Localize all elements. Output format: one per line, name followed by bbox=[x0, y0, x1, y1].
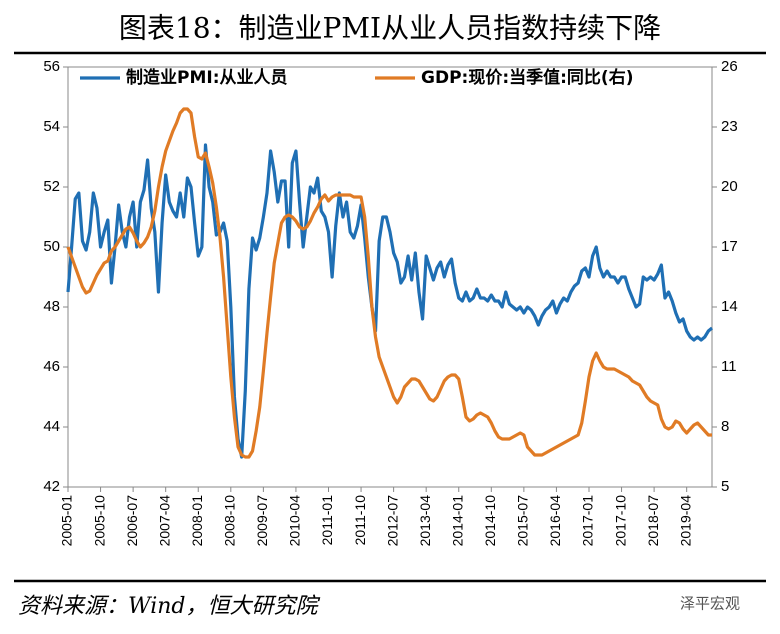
x-tick-label: 2010-04 bbox=[287, 495, 303, 547]
x-tick-label: 2006-07 bbox=[124, 495, 140, 547]
y-tick-label: 54 bbox=[43, 118, 60, 135]
y-tick-label: 56 bbox=[43, 58, 60, 75]
y-tick-label: 46 bbox=[43, 358, 60, 375]
series-line bbox=[66, 107, 712, 459]
x-tick-label: 2014-01 bbox=[449, 495, 465, 547]
x-tick-label: 2011-10 bbox=[352, 495, 368, 546]
x-tick-label: 2015-07 bbox=[515, 495, 531, 547]
y-tick-label: 50 bbox=[43, 238, 60, 255]
y2-tick-label: 14 bbox=[721, 298, 738, 315]
y2-tick-label: 20 bbox=[721, 178, 738, 195]
legend-label: 制造业PMI:从业人员 bbox=[126, 67, 288, 88]
y2-tick-label: 5 bbox=[721, 478, 729, 495]
y-tick-label: 48 bbox=[43, 298, 60, 315]
x-tick-label: 2009-07 bbox=[254, 495, 270, 547]
y2-tick-label: 17 bbox=[721, 238, 738, 255]
x-tick-label: 2017-10 bbox=[612, 495, 628, 547]
x-tick-label: 2008-01 bbox=[189, 495, 205, 547]
watermark: 泽平宏观 bbox=[680, 595, 740, 613]
x-tick-label: 2018-07 bbox=[645, 495, 661, 547]
x-tick-label: 2017-01 bbox=[580, 495, 596, 547]
series-line bbox=[66, 143, 714, 459]
x-tick-label: 2012-07 bbox=[384, 495, 400, 547]
y-tick-label: 44 bbox=[43, 418, 60, 435]
x-tick-label: 2014-10 bbox=[482, 495, 498, 547]
y-tick-label: 52 bbox=[43, 178, 60, 195]
x-tick-label: 2016-04 bbox=[547, 495, 563, 547]
source-note: 资料来源：Wind，恒大研究院 bbox=[18, 594, 321, 619]
x-tick-label: 2005-01 bbox=[59, 495, 75, 547]
y2-tick-label: 11 bbox=[721, 358, 737, 375]
x-tick-label: 2007-04 bbox=[156, 495, 172, 547]
y2-tick-label: 8 bbox=[721, 418, 729, 435]
x-tick-label: 2019-04 bbox=[677, 495, 693, 547]
x-tick-label: 2011-01 bbox=[319, 495, 335, 546]
legend-label: GDP:现价:当季值:同比(右) bbox=[421, 67, 633, 88]
y2-tick-label: 26 bbox=[721, 58, 738, 75]
x-tick-label: 2013-04 bbox=[417, 495, 433, 547]
y-tick-label: 42 bbox=[43, 478, 60, 495]
x-tick-label: 2005-10 bbox=[91, 495, 107, 547]
x-tick-label: 2008-10 bbox=[222, 495, 238, 547]
y2-tick-label: 23 bbox=[721, 118, 738, 135]
chart-title: 图表18：制造业PMI从业人员指数持续下降 bbox=[119, 12, 661, 45]
